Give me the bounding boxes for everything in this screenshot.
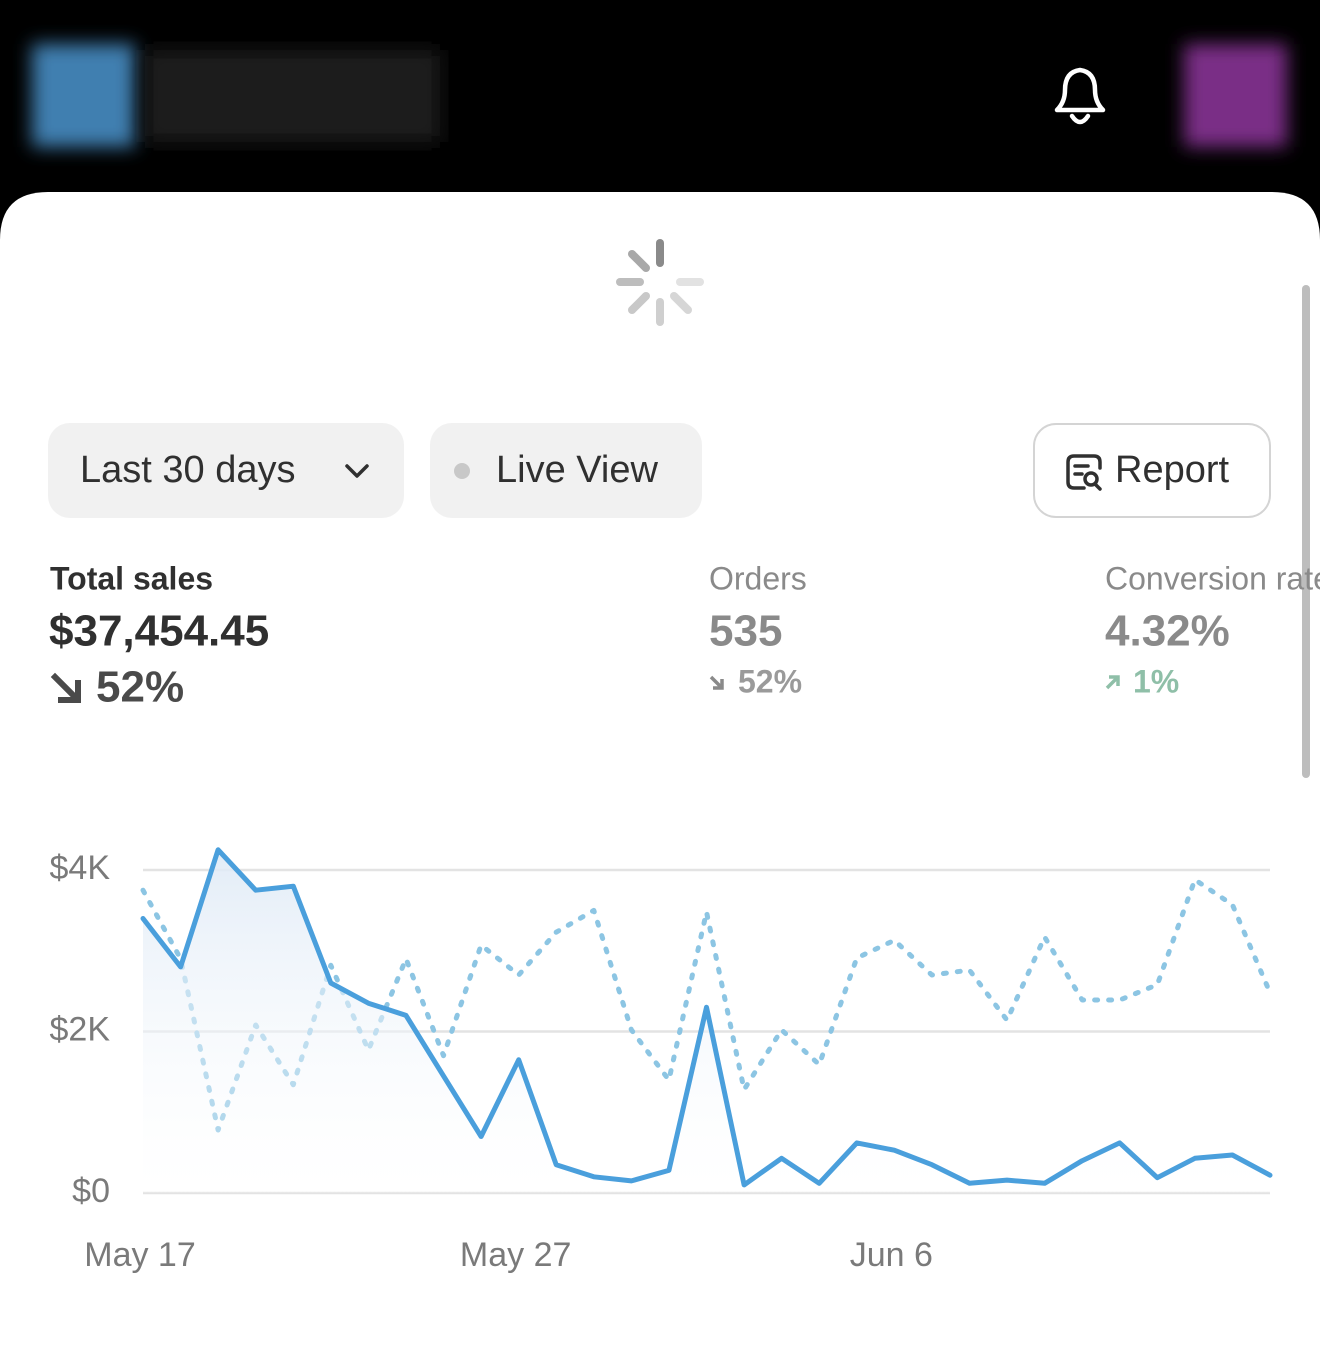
metric-label: Total sales — [50, 560, 213, 596]
button-label: Live View — [496, 449, 659, 491]
button-label: Last 30 days — [80, 449, 295, 491]
trend-down-icon — [50, 672, 81, 703]
metric-value: $37,454.45 — [49, 607, 269, 656]
store-name[interactable] — [145, 50, 440, 142]
metric-value: 535 — [709, 607, 782, 656]
metric-conversion[interactable]: Conversion rate 4.32% 1% — [1105, 560, 1320, 699]
user-avatar[interactable] — [1184, 44, 1287, 147]
report-button[interactable]: Report — [1033, 423, 1271, 518]
x-tick-label: May 17 — [84, 1236, 196, 1274]
y-tick-label: $4K — [50, 849, 111, 887]
metric-label: Conversion rate — [1105, 560, 1320, 596]
status-dot — [454, 463, 470, 479]
metric-label: Orders — [709, 560, 807, 596]
series-area — [143, 849, 1270, 1193]
x-tick-label: Jun 6 — [850, 1236, 933, 1274]
y-tick-label: $2K — [50, 1010, 111, 1048]
trend-up-icon — [1105, 675, 1120, 690]
button-label: Report — [1115, 449, 1229, 491]
metric-orders[interactable]: Orders 535 52% — [709, 560, 807, 699]
series-line — [140, 877, 1273, 1133]
x-tick-label: May 27 — [460, 1236, 572, 1274]
button-bg — [48, 423, 404, 518]
report-icon — [1066, 454, 1102, 491]
trend-down-icon — [709, 675, 724, 690]
loading-spinner — [616, 239, 704, 326]
date-range-button[interactable]: Last 30 days — [48, 423, 404, 518]
metric-change: 1% — [1133, 663, 1179, 699]
metric-total-sales[interactable]: Total sales $37,454.45 52% — [49, 560, 269, 711]
live-view-button[interactable]: Live View — [430, 423, 702, 518]
scrollbar — [1302, 285, 1310, 778]
store-logo[interactable] — [32, 44, 135, 147]
metric-change: 52% — [738, 663, 802, 699]
button-bg — [1033, 423, 1271, 518]
metric-change: 52% — [96, 663, 184, 712]
series-line — [140, 847, 1273, 1188]
metric-value: 4.32% — [1105, 607, 1230, 656]
y-tick-label: $0 — [72, 1172, 110, 1210]
button-bg — [430, 423, 702, 518]
sales-chart: $0 $2K $4K May 17 May 27 Jun 6 — [50, 847, 1273, 1274]
chevron-icon — [345, 464, 369, 478]
notifications-icon[interactable] — [1054, 67, 1106, 125]
